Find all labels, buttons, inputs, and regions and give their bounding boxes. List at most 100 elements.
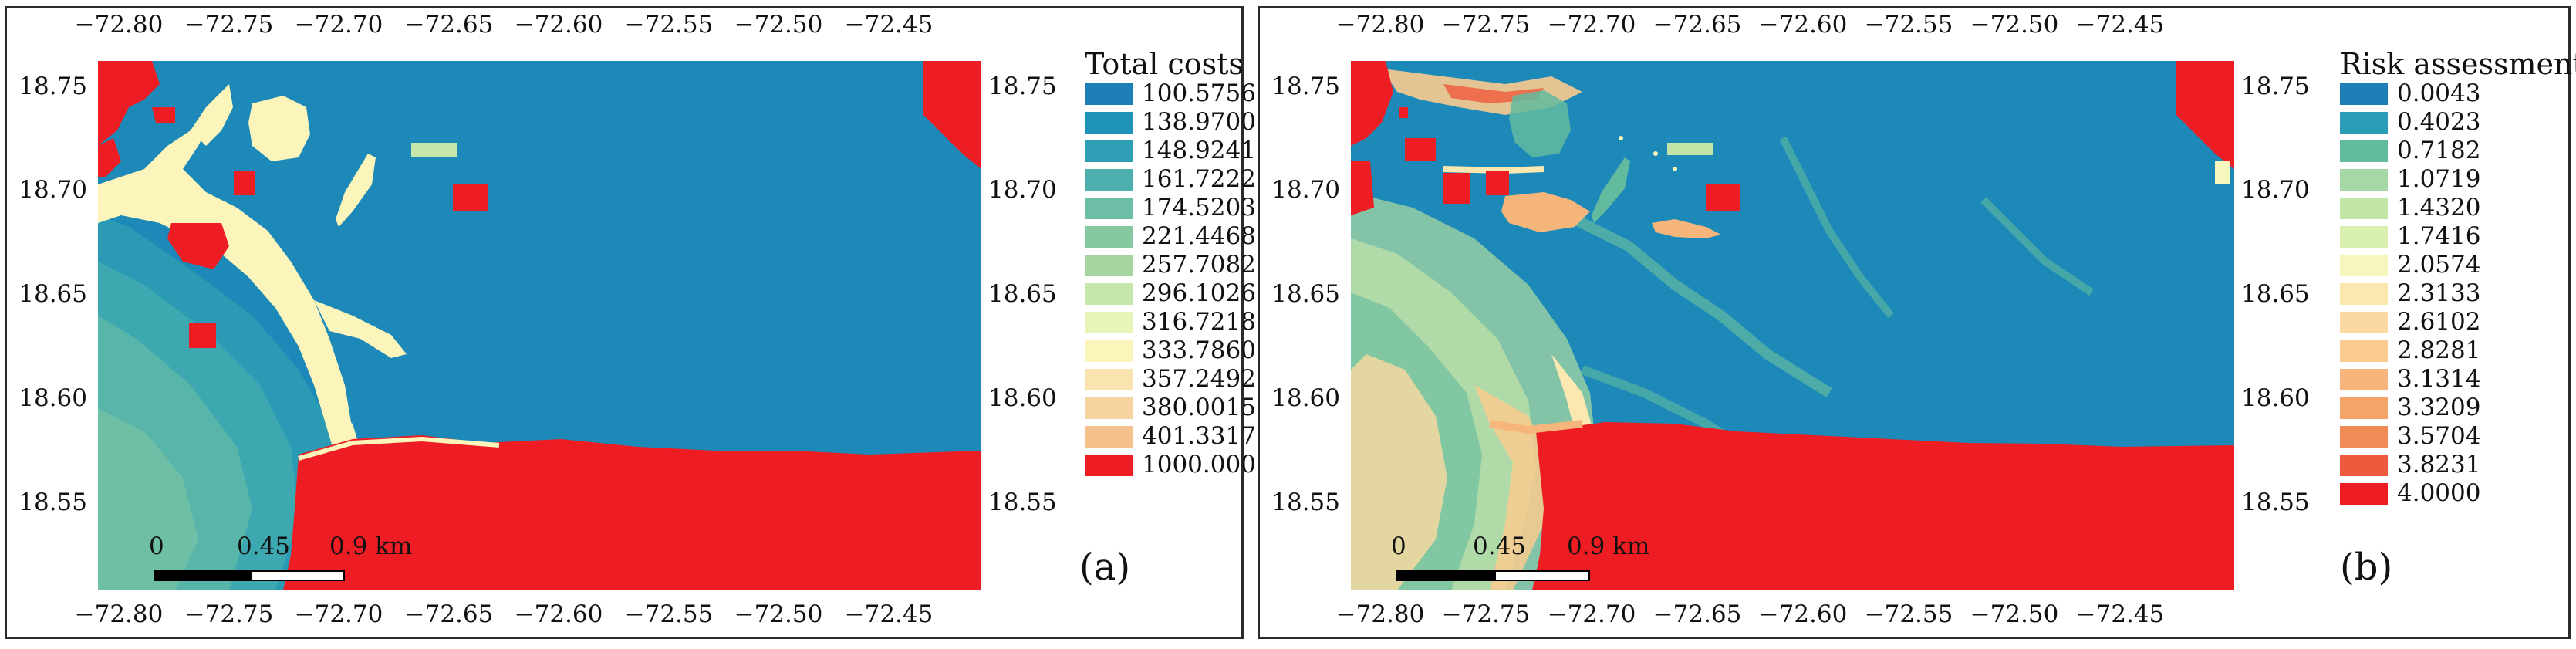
legend-item: 3.5704 [2340, 422, 2576, 451]
legend-label: 0.4023 [2397, 108, 2481, 136]
legend-swatch [1085, 225, 1133, 248]
panel-total-costs: −72.80 −72.75 −72.70 −72.65 −72.60 −72.5… [5, 6, 1271, 639]
scale-label: 0.45 [237, 532, 291, 560]
legend-swatch [2340, 197, 2388, 219]
legend-swatch [2340, 397, 2388, 419]
lat-tick-right: 18.60 [2241, 384, 2310, 412]
legend-label: 2.6102 [2397, 308, 2481, 336]
legend-item: 401.3317 [1085, 422, 1271, 451]
lon-tick-bottom: −72.70 [1547, 600, 1636, 628]
lat-tick-left: 18.75 [1271, 73, 1340, 100]
legend-label: 100.5756 [1142, 79, 1256, 107]
legend-label: 221.4468 [1142, 222, 1256, 250]
legend-swatch [2340, 140, 2388, 162]
panel-risk-assessment: −72.80 −72.75 −72.70 −72.65 −72.60 −72.5… [1258, 6, 2576, 639]
legend-label: 357.2492 [1142, 365, 1256, 393]
legend-label: 296.1026 [1142, 279, 1256, 307]
lat-tick-right: 18.70 [988, 176, 1057, 204]
legend-item: 161.7222 [1085, 165, 1271, 194]
legend-item: 316.7218 [1085, 308, 1271, 336]
legend-label: 316.7218 [1142, 308, 1256, 336]
legend-item: 257.7082 [1085, 251, 1271, 279]
legend-swatch [2340, 282, 2388, 305]
legend-label: 138.9700 [1142, 108, 1256, 136]
legend-label: 333.7860 [1142, 336, 1256, 364]
lat-tick-right: 18.70 [2241, 176, 2310, 204]
lon-tick-bottom: −72.45 [2075, 600, 2165, 628]
lon-tick-bottom: −72.60 [514, 600, 603, 628]
legend-item: 1.0719 [2340, 165, 2576, 194]
legend-item: 1.4320 [2340, 194, 2576, 222]
legend-swatch [1085, 254, 1133, 276]
lon-tick-bottom: −72.65 [404, 600, 494, 628]
legend-swatch [1085, 140, 1133, 162]
legend-swatch [1085, 368, 1133, 390]
legend-swatch [2340, 254, 2388, 276]
lat-tick-left: 18.75 [19, 73, 87, 100]
panel-label: (a) [1079, 546, 1131, 589]
legend-label: 3.3209 [2397, 394, 2481, 421]
legend-label: 2.8281 [2397, 336, 2481, 364]
lon-tick-top: −72.50 [1970, 11, 2059, 39]
legend-swatch [2340, 482, 2388, 505]
legend-swatch [1085, 282, 1133, 305]
legend-label: 2.0574 [2397, 251, 2481, 279]
legend-swatch [2340, 311, 2388, 333]
lat-tick-right: 18.65 [2241, 280, 2310, 308]
scale-label: 0 [1391, 532, 1406, 560]
legend-label: 174.5203 [1142, 194, 1256, 221]
legend-item: 3.8231 [2340, 451, 2576, 479]
legend-title: Risk assessment [2340, 47, 2576, 81]
lat-tick-left: 18.60 [1271, 384, 1340, 412]
legend-risk-assessment: Risk assessment 0.0043 0.4023 0.7182 1.0719… [2340, 49, 2576, 508]
lon-tick-top: −72.55 [1864, 11, 1953, 39]
lon-tick-bottom: −72.55 [1864, 600, 1953, 628]
legend-label: 401.3317 [1142, 422, 1256, 450]
lat-tick-left: 18.70 [19, 176, 87, 204]
lat-tick-right: 18.55 [988, 488, 1057, 516]
legend-item: 296.1026 [1085, 279, 1271, 308]
scale-label: 0.9 km [329, 532, 413, 560]
legend-item: 380.0015 [1085, 394, 1271, 422]
legend-label: 380.0015 [1142, 394, 1256, 421]
lon-tick-top: −72.70 [294, 11, 383, 39]
legend-item: 2.0574 [2340, 251, 2576, 279]
lon-tick-top: −72.75 [184, 11, 274, 39]
lon-tick-bottom: −72.55 [624, 600, 714, 628]
lon-tick-top: −72.65 [1653, 11, 1742, 39]
legend-item: 333.7860 [1085, 336, 1271, 365]
lon-tick-top: −72.55 [624, 11, 714, 39]
legend-swatch [1085, 83, 1133, 105]
legend-label: 257.7082 [1142, 251, 1256, 279]
lon-tick-bottom: −72.80 [1335, 600, 1425, 628]
legend-label: 3.5704 [2397, 422, 2481, 450]
cost-map[interactable] [98, 61, 981, 590]
lon-tick-bottom: −72.70 [294, 600, 383, 628]
lon-tick-bottom: −72.60 [1758, 600, 1848, 628]
lon-tick-bottom: −72.80 [74, 600, 164, 628]
risk-map[interactable] [1351, 61, 2234, 590]
scale-segment-black [154, 570, 251, 581]
legend-swatch [2340, 368, 2388, 390]
lon-tick-bottom: −72.65 [1653, 600, 1742, 628]
lon-tick-top: −72.45 [2075, 11, 2165, 39]
lon-tick-top: −72.65 [404, 11, 494, 39]
lon-tick-top: −72.75 [1441, 11, 1531, 39]
legend-swatch [2340, 83, 2388, 105]
legend-item: 0.7182 [2340, 137, 2576, 165]
scale-segment-white [1494, 570, 1590, 581]
lon-tick-top: −72.80 [74, 11, 164, 39]
legend-item: 174.5203 [1085, 194, 1271, 222]
legend-item: 1000.0000 [1085, 451, 1271, 479]
lon-tick-bottom: −72.50 [734, 600, 823, 628]
scale-label: 0.45 [1473, 532, 1527, 560]
lon-tick-top: −72.80 [1335, 11, 1425, 39]
legend-label: 2.3133 [2397, 279, 2481, 307]
legend-item: 100.5756 [1085, 79, 1271, 108]
scale-segment-black [1396, 570, 1494, 581]
lat-tick-right: 18.55 [2241, 488, 2310, 516]
legend-item: 357.2492 [1085, 365, 1271, 394]
lon-tick-top: −72.45 [844, 11, 934, 39]
legend-label: 3.8231 [2397, 451, 2481, 478]
legend-swatch [1085, 197, 1133, 219]
